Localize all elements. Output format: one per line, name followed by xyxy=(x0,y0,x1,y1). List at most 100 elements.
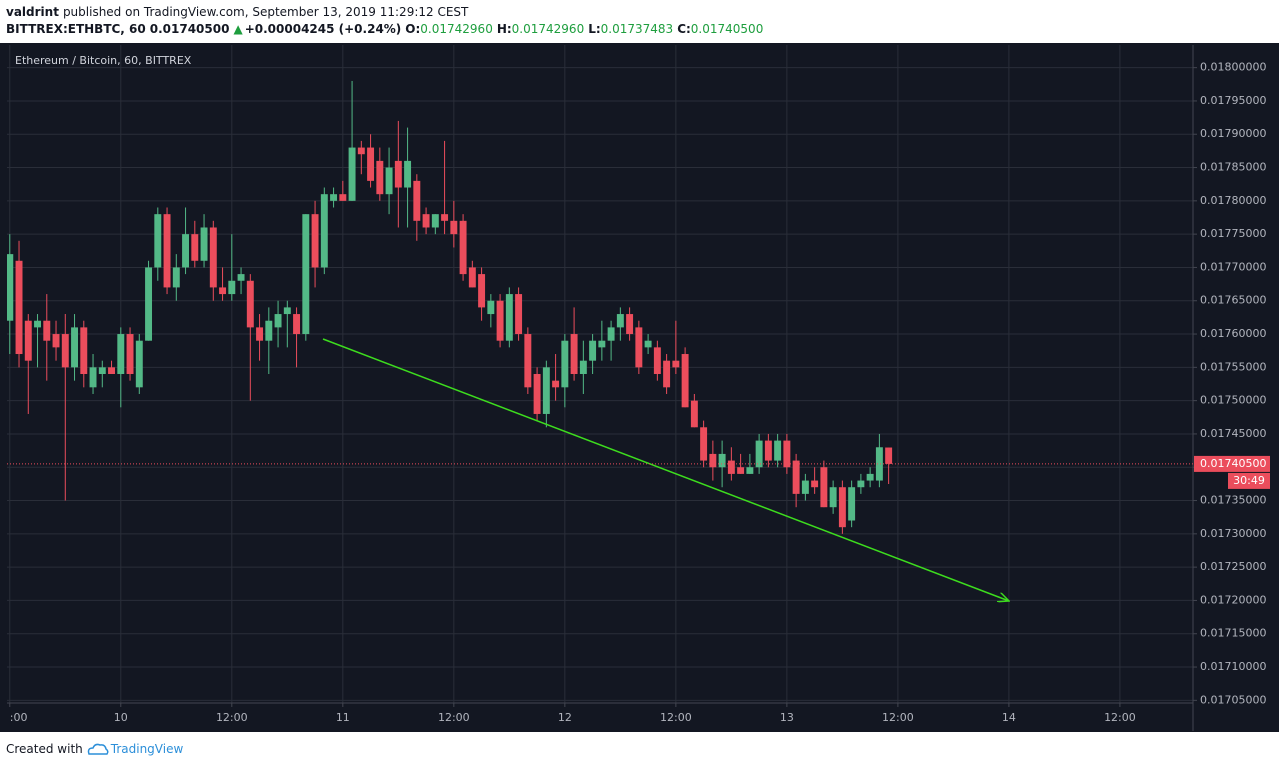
candle-body xyxy=(653,347,661,374)
candle-body xyxy=(727,460,735,474)
logo xyxy=(87,743,109,755)
candle-body xyxy=(200,227,208,261)
y-tick-label: 0.01710000 xyxy=(1200,660,1266,673)
y-tick-label: 0.01705000 xyxy=(1200,693,1266,706)
candle-body xyxy=(265,320,273,341)
candle-body xyxy=(274,314,282,328)
y-tick-label: 0.01725000 xyxy=(1200,560,1266,573)
chart-background xyxy=(0,43,1279,732)
x-tick-label: 12:00 xyxy=(1104,711,1136,724)
candle-body xyxy=(690,400,698,428)
candle-body xyxy=(413,180,421,221)
last-price-label: 0.01740500 xyxy=(1200,457,1266,470)
candle-body xyxy=(450,220,458,235)
x-tick-label: 10 xyxy=(114,711,128,724)
candle-body xyxy=(635,327,643,368)
candle-body xyxy=(126,334,134,374)
candle-body xyxy=(98,367,106,374)
candle-body xyxy=(52,334,60,348)
candle-body xyxy=(246,280,254,328)
candle-body xyxy=(145,267,153,341)
candle-body xyxy=(820,467,828,508)
candle-body xyxy=(848,487,856,521)
candle-body xyxy=(163,214,171,288)
candle-body xyxy=(394,160,402,188)
y-tick-label: 0.01770000 xyxy=(1200,260,1266,273)
candle-body xyxy=(7,254,14,321)
candle-body xyxy=(478,274,486,308)
candle-body xyxy=(43,320,51,341)
candle-body xyxy=(182,234,190,268)
ohlc-value: 0.01742960 xyxy=(420,22,493,36)
y-tick-label: 0.01745000 xyxy=(1200,427,1266,440)
candle-body xyxy=(404,160,412,188)
candle-body xyxy=(700,427,708,461)
symbol: BITTREX:ETHBTC, 60 xyxy=(6,22,146,36)
candle-body xyxy=(857,480,865,488)
author: valdrint xyxy=(6,5,59,19)
candle-body xyxy=(191,234,199,261)
candle-body xyxy=(607,327,615,341)
publish-line: valdrint published on TradingView.com, Se… xyxy=(6,5,472,19)
candle-body xyxy=(422,214,430,228)
candle-body xyxy=(15,260,23,355)
ohlc-value: 0.01737483 xyxy=(600,22,674,36)
candle-body xyxy=(885,447,893,464)
publish-info: published on TradingView.com, September … xyxy=(62,5,469,19)
candle-body xyxy=(441,214,449,221)
candle-body xyxy=(496,300,504,341)
candle-body xyxy=(672,360,680,368)
candle-body xyxy=(774,440,782,461)
candle-body xyxy=(293,314,301,335)
candle-body xyxy=(330,194,338,201)
candle-body xyxy=(718,453,726,468)
candle-body xyxy=(357,147,365,155)
candle-body xyxy=(875,447,883,481)
candle-body xyxy=(570,334,578,374)
candle-body xyxy=(256,327,264,341)
y-tick-label: 0.01750000 xyxy=(1200,394,1266,407)
candle-body xyxy=(589,340,597,361)
candle-body xyxy=(80,327,88,374)
candle-body xyxy=(533,374,541,414)
candle-body xyxy=(524,334,532,388)
candle-body xyxy=(339,194,347,201)
candle-body xyxy=(219,287,227,295)
candle-body xyxy=(311,214,319,268)
y-tick-label: 0.01720000 xyxy=(1200,593,1266,606)
candle-body xyxy=(89,367,97,388)
candle-body xyxy=(302,214,310,335)
quote-line: BITTREX:ETHBTC, 60 0.01740500 ▲ +0.00004245… xyxy=(6,22,771,36)
ohlc-label: H: xyxy=(496,22,512,36)
candle-body xyxy=(348,147,356,201)
y-tick-label: 0.01715000 xyxy=(1200,627,1266,640)
x-tick-label: 12:00 xyxy=(438,711,470,724)
candle-body xyxy=(755,440,763,468)
candle-body xyxy=(385,167,393,195)
candle-body xyxy=(237,274,245,281)
x-tick-label: 12:00 xyxy=(660,711,692,724)
y-tick-label: 0.01800000 xyxy=(1200,61,1266,74)
candle-body xyxy=(838,487,846,528)
footer: Created with TradingView xyxy=(6,742,183,756)
candle-body xyxy=(829,487,837,508)
y-tick-label: 0.01785000 xyxy=(1200,161,1266,174)
candle-body xyxy=(34,320,41,328)
x-tick-label: 13 xyxy=(780,711,794,724)
candle-body xyxy=(515,294,523,335)
candle-body xyxy=(737,467,745,474)
countdown: 30:49 xyxy=(1233,474,1265,487)
last-price-box xyxy=(1194,455,1270,472)
candle-body xyxy=(487,300,495,315)
x-tick-label: 14 xyxy=(1002,711,1016,724)
candle-body xyxy=(61,334,69,368)
candle-body xyxy=(561,340,569,388)
x-tick-label: 11 xyxy=(336,711,350,724)
candle-body xyxy=(811,480,819,488)
chart-title: Ethereum / Bitcoin, 60, BITTREX xyxy=(15,54,192,67)
x-tick-label: :00 xyxy=(10,711,28,724)
candle-body xyxy=(783,440,791,468)
y-tick-label: 0.01735000 xyxy=(1200,494,1266,507)
